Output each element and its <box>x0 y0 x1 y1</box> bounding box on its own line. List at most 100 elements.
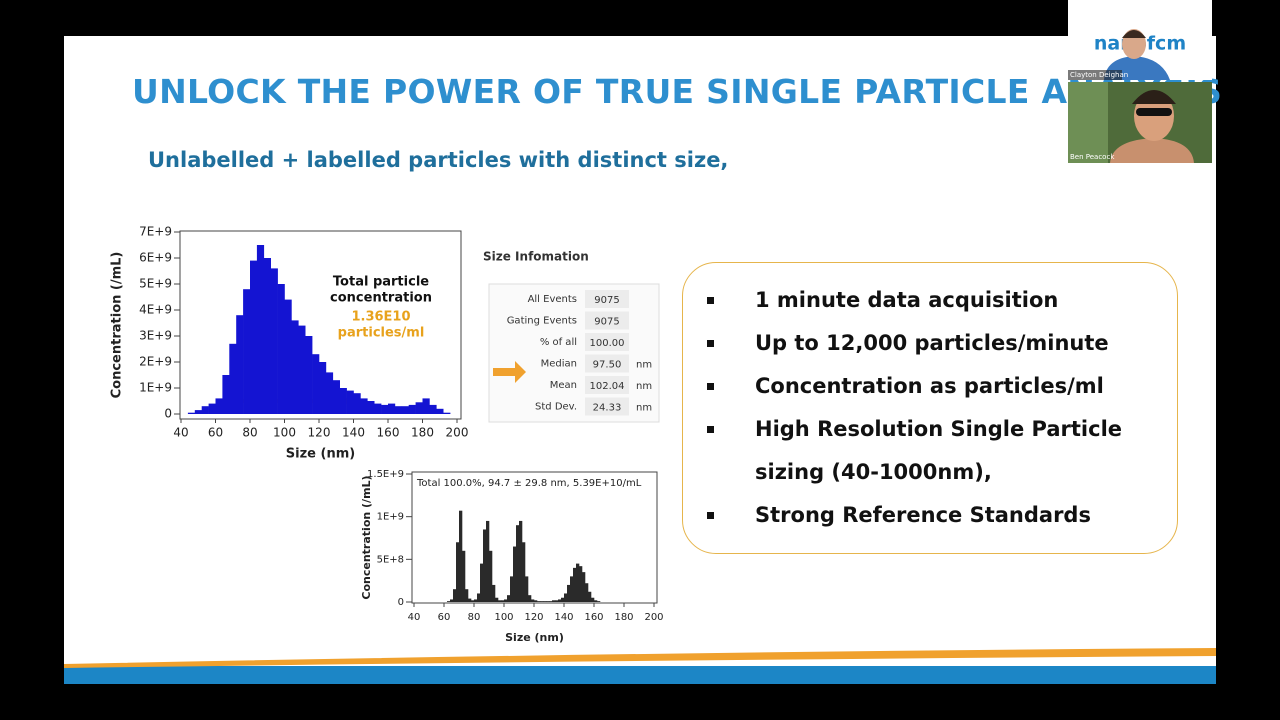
x-tick-label: 160 <box>377 426 400 440</box>
bar <box>489 550 493 602</box>
bar <box>465 589 469 602</box>
value-cell <box>585 311 629 330</box>
bullet: High Resolution Single Particle sizing (… <box>707 408 1157 494</box>
bar <box>537 601 541 602</box>
y-tick-label: 1E+9 <box>139 381 172 395</box>
bar <box>270 268 278 414</box>
x-tick-label: 100 <box>494 612 513 623</box>
row-value: 97.50 <box>593 360 622 371</box>
bar <box>284 299 292 414</box>
x-tick-label: 80 <box>242 426 257 440</box>
x-axis-label: Size (nm) <box>286 447 355 462</box>
bar <box>543 601 547 602</box>
bar <box>367 401 375 414</box>
annotation-value: particles/ml <box>338 326 425 341</box>
slide-subtitle: Unlabelled + labelled particles with dis… <box>148 148 729 172</box>
bar <box>531 599 535 602</box>
bar <box>298 325 306 414</box>
table-title: Size Infomation <box>483 250 589 264</box>
row-value: 24.33 <box>593 403 622 414</box>
bar <box>507 595 511 602</box>
bar <box>305 336 313 414</box>
x-tick-label: 140 <box>342 426 365 440</box>
y-tick-label: 5E+8 <box>377 554 404 565</box>
bar <box>415 402 423 414</box>
bar <box>594 600 598 602</box>
annotation-value: 1.36E10 <box>351 310 410 325</box>
y-tick-label: 1.5E+9 <box>367 469 404 480</box>
bar <box>229 343 237 414</box>
bar <box>522 542 526 602</box>
x-tick-label: 200 <box>644 612 663 623</box>
bar <box>552 600 556 602</box>
annotation: Total particle <box>333 275 429 290</box>
bar <box>408 404 416 414</box>
bar <box>579 566 583 602</box>
bar <box>208 403 216 414</box>
bar <box>462 550 466 602</box>
arrow <box>493 361 526 383</box>
bar <box>339 388 347 414</box>
row-label: Gating Events <box>507 316 577 327</box>
bar <box>495 597 499 602</box>
bar <box>558 599 562 602</box>
bar <box>504 599 508 602</box>
row-label: Median <box>541 359 577 370</box>
bar <box>401 406 409 414</box>
row-label: % of all <box>540 337 577 348</box>
y-axis-label: Concentration (/mL) <box>110 252 125 399</box>
bar <box>588 591 592 602</box>
row-value: 100.00 <box>590 338 625 349</box>
x-tick-label: 120 <box>524 612 543 623</box>
x-tick-label: 180 <box>411 426 434 440</box>
bar <box>564 593 568 602</box>
bullet: Strong Reference Standards <box>707 494 1157 537</box>
slide-title: UNLOCK THE POWER OF TRUE SINGLE PARTICLE… <box>132 72 1223 111</box>
bullet-list: 1 minute data acquisition Up to 12,000 pa… <box>683 263 1177 537</box>
bar <box>546 601 550 602</box>
bar <box>447 601 451 602</box>
bar <box>215 398 223 414</box>
x-tick-label: 80 <box>468 612 481 623</box>
x-tick-label: 140 <box>554 612 573 623</box>
y-tick-label: 5E+9 <box>139 277 172 291</box>
y-axis-label: Concentration (/mL) <box>360 475 373 599</box>
bar <box>325 372 334 414</box>
y-tick-label: 3E+9 <box>139 329 172 343</box>
bar <box>319 362 327 414</box>
y-tick-label: 2E+9 <box>139 355 172 369</box>
plot-frame <box>179 230 462 420</box>
bar <box>483 529 487 602</box>
bar <box>381 404 389 414</box>
bar <box>360 398 368 414</box>
bullet: Up to 12,000 particles/minute <box>707 322 1157 365</box>
value-cell <box>585 397 629 416</box>
bar <box>585 583 589 602</box>
annotation: Total 100.0%, 94.7 ± 29.8 nm, 5.39E+10/m… <box>416 478 642 489</box>
bar <box>582 572 586 602</box>
y-tick-label: 6E+9 <box>139 251 172 265</box>
bar <box>346 390 354 414</box>
bullet: Concentration as particles/ml <box>707 365 1157 408</box>
x-tick-label: 160 <box>584 612 603 623</box>
bar <box>468 598 472 602</box>
row-unit: nm <box>636 360 652 371</box>
bar <box>263 258 271 414</box>
bar <box>201 406 209 414</box>
bar <box>277 284 285 414</box>
bar <box>471 600 475 602</box>
value-cell <box>585 290 629 308</box>
bar <box>394 406 403 414</box>
bar <box>525 576 529 602</box>
x-tick-label: 100 <box>273 426 296 440</box>
bar <box>312 354 320 414</box>
bar <box>567 584 571 602</box>
bar <box>549 601 553 602</box>
x-tick-label: 180 <box>614 612 633 623</box>
bar <box>561 597 565 602</box>
bar <box>187 412 196 414</box>
x-tick-label: 120 <box>308 426 331 440</box>
bar <box>555 600 559 602</box>
bar <box>250 260 258 414</box>
